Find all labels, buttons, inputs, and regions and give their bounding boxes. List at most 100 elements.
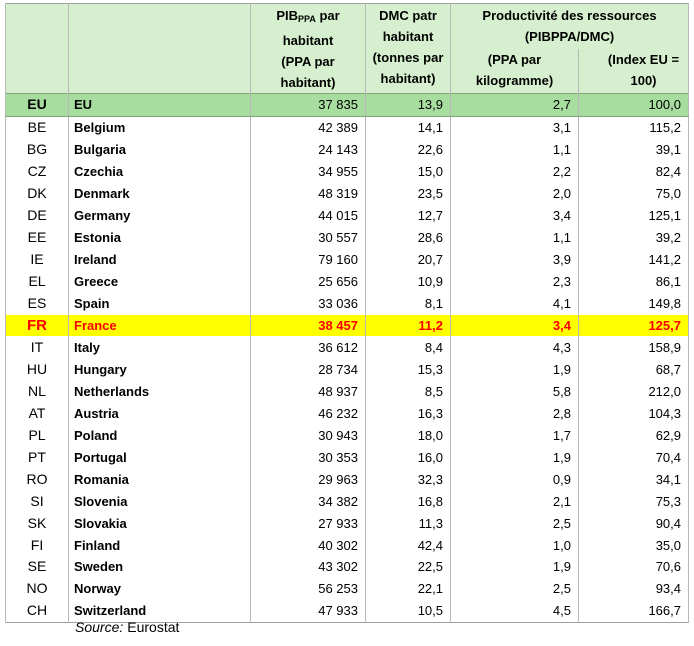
productivity-index: 62,9 <box>578 424 689 447</box>
header-cell: Productivité des ressources (PIBPPA/DMC) <box>450 3 689 50</box>
productivity-value: 1,0 <box>450 534 579 557</box>
table-row: FR France 38 457 11,2 3,4 125,7 <box>5 314 689 337</box>
country-name: Estonia <box>68 226 251 249</box>
country-code: NO <box>5 577 69 600</box>
table-body: EU EU 37 835 13,9 2,7 100,0 BE Belgium 42 389 14,… <box>5 93 689 623</box>
productivity-value: 2,2 <box>450 160 579 183</box>
source-text: Eurostat <box>127 619 180 635</box>
country-code: EU <box>5 93 69 117</box>
table-row: IE Ireland 79 160 20,7 3,9 141,2 <box>5 248 689 271</box>
productivity-index: 34,1 <box>578 468 689 491</box>
productivity-index: 100,0 <box>578 93 689 117</box>
country-name: Poland <box>68 424 251 447</box>
country-code: DE <box>5 204 69 227</box>
table-row: ES Spain 33 036 8,1 4,1 149,8 <box>5 292 689 315</box>
country-name: Norway <box>68 577 251 600</box>
dmc-per-capita: 16,0 <box>365 446 451 469</box>
table-row: PT Portugal 30 353 16,0 1,9 70,4 <box>5 446 689 469</box>
gdp-per-capita: 28 734 <box>250 358 366 381</box>
table-row: NL Netherlands 48 937 8,5 5,8 212,0 <box>5 380 689 403</box>
productivity-index: 125,7 <box>578 314 689 337</box>
productivity-value: 1,1 <box>450 138 579 161</box>
table-row: BG Bulgaria 24 143 22,6 1,1 39,1 <box>5 138 689 161</box>
table-row: DE Germany 44 015 12,7 3,4 125,1 <box>5 204 689 227</box>
table-row: DK Denmark 48 319 23,5 2,0 75,0 <box>5 182 689 205</box>
country-code: IT <box>5 336 69 359</box>
gdp-per-capita: 24 143 <box>250 138 366 161</box>
table-row: NO Norway 56 253 22,1 2,5 93,4 <box>5 577 689 600</box>
dmc-per-capita: 14,1 <box>365 116 451 139</box>
productivity-value: 4,3 <box>450 336 579 359</box>
country-code: EE <box>5 226 69 249</box>
country-name: Sweden <box>68 556 251 578</box>
country-code: AT <box>5 402 69 425</box>
gdp-per-capita: 25 656 <box>250 270 366 293</box>
country-name: Romania <box>68 468 251 491</box>
header-unit: (Index EU = 100) <box>578 49 689 94</box>
header-title: DMC patr habitant <box>379 8 437 44</box>
gdp-per-capita: 46 232 <box>250 402 366 425</box>
country-name: Slovakia <box>68 512 251 535</box>
productivity-value: 4,5 <box>450 599 579 623</box>
gdp-per-capita: 33 036 <box>250 292 366 315</box>
dmc-per-capita: 12,7 <box>365 204 451 227</box>
country-code: EL <box>5 270 69 293</box>
productivity-index: 70,4 <box>578 446 689 469</box>
country-code: SE <box>5 556 69 578</box>
productivity-value: 3,9 <box>450 248 579 271</box>
productivity-value: 1,9 <box>450 556 579 578</box>
dmc-per-capita: 23,5 <box>365 182 451 205</box>
dmc-per-capita: 8,1 <box>365 292 451 315</box>
dmc-per-capita: 22,6 <box>365 138 451 161</box>
dmc-per-capita: 28,6 <box>365 226 451 249</box>
productivity-value: 2,8 <box>450 402 579 425</box>
header-unit: (tonnes par habitant) <box>372 50 444 86</box>
productivity-value: 5,8 <box>450 380 579 403</box>
gdp-per-capita: 30 353 <box>250 446 366 469</box>
productivity-index: 39,1 <box>578 138 689 161</box>
gdp-per-capita: 42 389 <box>250 116 366 139</box>
dmc-per-capita: 13,9 <box>365 93 451 117</box>
dmc-per-capita: 20,7 <box>365 248 451 271</box>
productivity-index: 90,4 <box>578 512 689 535</box>
productivity-index: 39,2 <box>578 226 689 249</box>
country-code: BE <box>5 116 69 139</box>
table-row: RO Romania 29 963 32,3 0,9 34,1 <box>5 468 689 491</box>
gdp-per-capita: 43 302 <box>250 556 366 578</box>
table-header: PIBPPA par habitant (PPA par habitant) D… <box>5 3 689 94</box>
gdp-per-capita: 56 253 <box>250 577 366 600</box>
table-row: PL Poland 30 943 18,0 1,7 62,9 <box>5 424 689 447</box>
header-subscript: PPA <box>297 14 316 24</box>
gdp-per-capita: 34 955 <box>250 160 366 183</box>
country-name: Italy <box>68 336 251 359</box>
country-code: FI <box>5 534 69 557</box>
productivity-value: 3,4 <box>450 204 579 227</box>
dmc-per-capita: 22,5 <box>365 556 451 578</box>
productivity-value: 1,1 <box>450 226 579 249</box>
gdp-per-capita: 79 160 <box>250 248 366 271</box>
gdp-per-capita: 34 382 <box>250 490 366 513</box>
dmc-per-capita: 16,8 <box>365 490 451 513</box>
productivity-index: 68,7 <box>578 358 689 381</box>
table-row: SI Slovenia 34 382 16,8 2,1 75,3 <box>5 490 689 513</box>
gdp-per-capita: 30 557 <box>250 226 366 249</box>
dmc-per-capita: 11,3 <box>365 512 451 535</box>
productivity-value: 0,9 <box>450 468 579 491</box>
dmc-per-capita: 16,3 <box>365 402 451 425</box>
dmc-per-capita: 8,4 <box>365 336 451 359</box>
country-code: PL <box>5 424 69 447</box>
country-code: IE <box>5 248 69 271</box>
header-unit: (PPA par kilogramme) <box>450 49 579 94</box>
dmc-per-capita: 22,1 <box>365 577 451 600</box>
productivity-index: 141,2 <box>578 248 689 271</box>
source-note: Source: Eurostat <box>75 619 179 635</box>
table-row: EE Estonia 30 557 28,6 1,1 39,2 <box>5 226 689 249</box>
productivity-value: 2,7 <box>450 93 579 117</box>
country-code: ES <box>5 292 69 315</box>
country-name: Switzerland <box>68 599 251 623</box>
productivity-index: 166,7 <box>578 599 689 623</box>
table-row: EL Greece 25 656 10,9 2,3 86,1 <box>5 270 689 293</box>
gdp-per-capita: 44 015 <box>250 204 366 227</box>
productivity-index: 75,3 <box>578 490 689 513</box>
